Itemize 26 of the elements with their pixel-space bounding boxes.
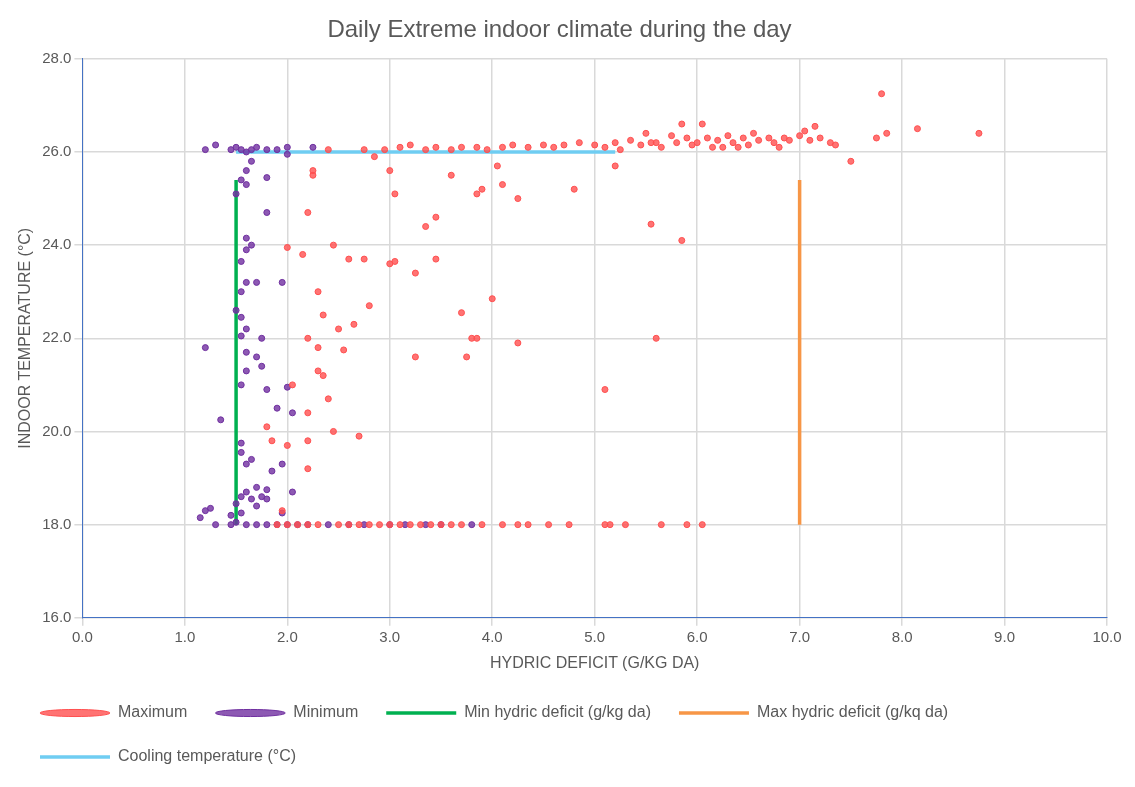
legend-label: Min hydric deficit (g/kg da): [464, 703, 651, 721]
x-tick-label: 9.0: [994, 627, 1015, 645]
y-tick-label: 16.0: [42, 607, 72, 625]
x-tick-label: 3.0: [379, 627, 401, 645]
x-tick-label: 6.0: [686, 627, 708, 645]
y-tick-label: 18.0: [42, 514, 72, 532]
x-tick-label: 7.0: [789, 627, 811, 645]
legend-label: Maximum: [118, 703, 188, 721]
y-tick-label: 26.0: [42, 142, 72, 160]
x-tick-label: 5.0: [584, 627, 606, 645]
y-axis-title: INDOOR TEMPERATURE (°C): [16, 227, 34, 449]
y-tick-label: 20.0: [42, 421, 72, 439]
x-tick-label: 4.0: [481, 627, 503, 645]
y-tick-label: 22.0: [42, 328, 72, 346]
legend-label: Cooling temperature (°C): [118, 747, 297, 765]
x-tick-label: 8.0: [891, 627, 913, 645]
x-tick-label: 10.0: [1092, 627, 1122, 645]
legend-label: Minimum: [293, 703, 359, 721]
x-axis-title: HYDRIC DEFICIT (G/KG DA): [489, 653, 700, 671]
chart-title: Daily Extreme indoor climate during the day: [327, 15, 792, 43]
x-tick-label: 0.0: [71, 627, 93, 645]
y-tick-label: 24.0: [42, 235, 72, 253]
x-tick-label: 1.0: [174, 627, 196, 645]
y-tick-label: 28.0: [42, 48, 72, 66]
x-tick-label: 2.0: [276, 627, 298, 645]
legend-label: Max hydric deficit (g/kq da): [756, 703, 949, 721]
